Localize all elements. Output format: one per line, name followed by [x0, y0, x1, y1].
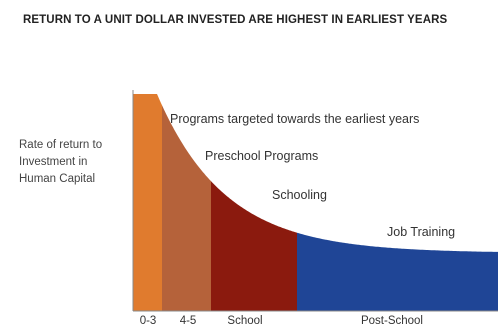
tick-label-post-school: Post-School [361, 315, 423, 327]
segment-4-5 [162, 105, 211, 311]
segment-0-3 [133, 94, 162, 311]
segment-school [211, 181, 297, 311]
tick-label-0-3: 0-3 [140, 315, 157, 327]
axes [132, 90, 498, 312]
x-tick-labels: 0-3 4-5 School Post-School [140, 315, 423, 327]
y-axis-label: Rate of return to Investment in Human Ca… [19, 139, 103, 185]
annotation-earliest-years: Programs targeted towards the earliest y… [170, 112, 419, 126]
chart-title: RETURN TO A UNIT DOLLAR INVESTED ARE HIG… [23, 14, 448, 26]
annotations: Programs targeted towards the earliest y… [170, 112, 455, 239]
tick-label-4-5: 4-5 [180, 315, 197, 327]
segment-post-school [297, 232, 498, 311]
curve-segments [133, 94, 498, 311]
annotation-schooling: Schooling [272, 188, 327, 202]
tick-label-school: School [227, 315, 262, 327]
annotation-job-training: Job Training [387, 225, 455, 239]
annotation-preschool: Preschool Programs [205, 149, 318, 163]
